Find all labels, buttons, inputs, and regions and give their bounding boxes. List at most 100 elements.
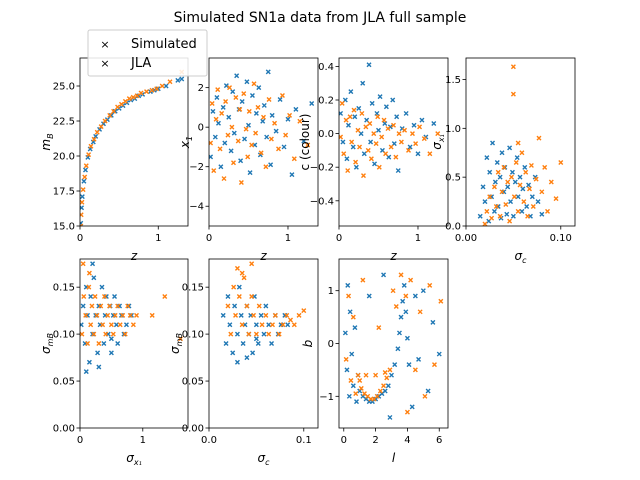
data-point [239,270,245,276]
data-point [526,182,532,188]
data-point [374,393,380,399]
data-point [417,124,423,130]
data-point [228,148,234,154]
panel-d: 0.00 0.10 0.0 0.5 1.0 1.5 σc σx₁ [430,57,576,265]
data-point [255,104,261,110]
data-point [291,156,297,162]
data-point [421,136,427,142]
data-point [263,312,269,318]
data-point [351,107,357,113]
x-tick-label: 2 [372,435,378,446]
data-point [293,106,299,112]
data-point [80,212,84,218]
data-point [130,322,136,328]
data-point [487,169,493,175]
points-g [342,272,444,420]
data-point [342,330,348,336]
data-point [345,122,351,128]
data-point [368,156,374,162]
data-point [377,388,383,394]
data-point [497,174,503,180]
data-point [209,100,215,106]
data-point [389,372,395,378]
figure-title: Simulated SN1a data from JLA full sample [174,10,467,26]
data-point [81,178,87,184]
data-point [101,294,107,300]
data-point [264,134,270,140]
data-point [233,312,239,318]
data-point [357,144,363,150]
data-point [301,138,307,144]
data-point [411,122,417,128]
x-tick-label: 0.1 [296,435,312,446]
data-point [215,87,221,93]
panel-a: 0 1 15.0 17.5 20.0 22.5 25.0 z mB [39,57,189,263]
data-point [430,319,436,325]
data-point [272,312,278,318]
data-point [260,118,266,124]
data-point [436,351,442,357]
data-point [545,208,551,214]
data-point [236,294,242,300]
data-point [482,199,488,205]
data-point [249,142,255,148]
data-point [349,139,355,145]
data-point [510,64,516,70]
data-point [510,91,516,97]
y-tick-label: 0.15 [53,283,75,294]
data-point [376,164,382,170]
data-point [371,131,377,137]
y-tick-label: 0.5 [445,173,461,184]
y-tick-label: 0.0 [318,129,334,140]
y-tick-label: 22.5 [53,117,75,128]
data-point [94,129,100,135]
data-point [261,102,267,108]
y-axis-label-g: b [301,339,315,347]
y-tick-label: 1 [328,286,334,297]
data-point [431,362,437,368]
data-point [374,110,380,116]
data-point [387,367,393,373]
y-tick-label: 0.4 [318,62,334,73]
data-point [413,141,419,147]
data-point [387,414,393,420]
data-point [88,322,94,328]
data-point [80,331,85,337]
data-point [525,213,531,219]
data-point [225,303,231,309]
x-tick-label: 0.00 [455,233,477,244]
data-point [96,341,102,346]
x-axis-label-d: σc [514,249,527,265]
data-point [261,331,267,337]
data-point [382,388,388,394]
data-point [99,284,105,290]
data-point [210,108,216,114]
axes-frame-f [208,258,319,429]
data-point [358,385,364,391]
data-point [412,367,418,373]
data-point [408,277,414,283]
panel-f: 0.0 0.1 0.00 0.05 0.10 0.15 σc σmB [168,258,319,467]
axes-frame-c [338,57,449,227]
data-point [90,261,96,267]
data-point [220,312,226,318]
data-point [265,69,271,75]
data-point [340,139,346,145]
data-point [251,81,257,87]
data-point [373,372,379,378]
legend: × Simulated × JLA [87,29,208,77]
data-point [246,108,252,114]
y-tick-label: 0.00 [182,424,204,435]
data-point [266,97,272,103]
data-point [256,85,262,91]
y-tick-label: 0.0 [445,222,461,233]
data-point [218,164,224,170]
data-point [398,272,404,278]
data-point [138,90,144,96]
data-point [115,341,121,346]
y-axis-label-d: σx₁ [430,134,446,150]
y-tick-label: −1 [319,392,334,403]
data-point [239,322,245,328]
data-point [167,79,173,85]
